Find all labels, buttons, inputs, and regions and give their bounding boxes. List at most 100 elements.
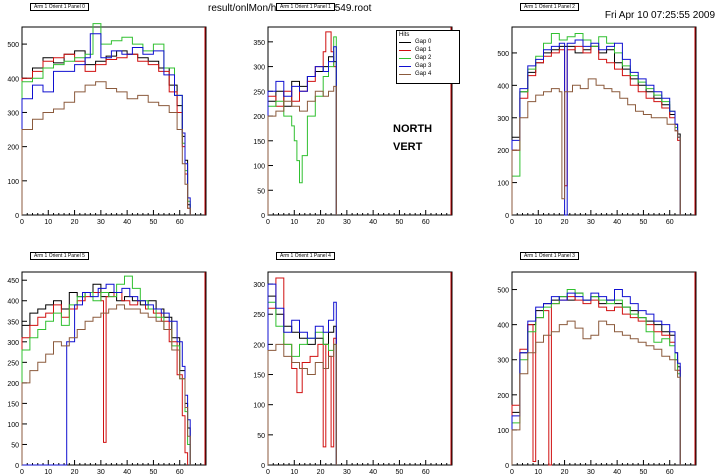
plot-frame [511,271,697,466]
y-tick-label: 200 [253,114,265,121]
legend-label: Gap 3 [415,63,432,69]
histogram-gap-2 [267,301,337,465]
histogram-gap-4 [21,81,191,215]
y-tick-label: 500 [497,288,509,295]
y-tick-label: 0 [505,213,509,220]
legend-swatch [399,58,411,59]
y-tick-label: 150 [7,401,19,408]
histogram-gap-0 [21,283,191,465]
panel-1: 0 50 100 150 200 250 300 350 0 10 20 30 40 50 60 [253,26,453,226]
y-tick-label: 200 [7,381,19,388]
panel-0: 0 100 200 300 400 500 0 10 20 30 40 50 60 [7,23,207,226]
y-tick-label: 200 [497,148,509,155]
x-tick-label: 50 [640,219,648,226]
panel-title-1: Arm 1 Orient 1 Panel 1 [276,3,335,11]
x-tick-label: 60 [422,469,430,474]
histogram-gap-3 [511,39,681,216]
legend-swatch [399,66,411,67]
y-tick-label: 400 [497,323,509,330]
histogram-gap-2 [21,23,191,215]
legend-item: Gap 0 [399,39,457,46]
y-tick-label: 0 [15,213,19,220]
histogram-gap-2 [267,36,337,215]
histogram-gap-3 [267,283,337,465]
legend-label: Gap 0 [415,39,432,45]
legend: Hits Gap 0 Gap 1 Gap 2 Gap 3 Gap 4 [396,30,460,84]
legend-swatch [399,42,411,43]
x-tick-label: 60 [422,219,430,226]
x-tick-label: 50 [396,469,404,474]
y-tick-label: 100 [497,181,509,188]
x-tick-label: 10 [44,219,52,226]
x-tick-label: 30 [587,219,595,226]
x-tick-label: 10 [44,469,52,474]
y-tick-label: 200 [7,145,19,152]
x-tick-label: 10 [534,219,542,226]
panel-3: 0 50 100 150 200 250 300 350 400 450 0 10 20 30 40 50 60 [7,271,207,474]
y-tick-label: 350 [253,40,265,47]
x-tick-label: 30 [97,219,105,226]
y-tick-label: 400 [7,76,19,83]
x-tick-label: 20 [71,469,79,474]
x-tick-label: 50 [640,469,648,474]
y-tick-label: 450 [7,278,19,285]
x-tick-label: 20 [317,219,325,226]
legend-swatch [399,50,411,51]
histogram-gap-0 [511,292,681,465]
legend-label: Gap 4 [415,71,432,77]
y-tick-label: 250 [253,89,265,96]
y-tick-label: 150 [253,139,265,146]
x-tick-label: 60 [176,469,184,474]
x-tick-label: 20 [71,219,79,226]
x-tick-label: 50 [396,219,404,226]
histogram-gap-0 [267,56,337,215]
panel-4: 0 50 100 150 200 250 300 0 10 20 30 40 50 60 [253,271,453,474]
legend-item: Gap 4 [399,71,457,78]
histogram-gap-1 [267,277,337,465]
histogram-gap-3 [511,289,681,465]
y-tick-label: 100 [7,179,19,186]
panel-title-0: Arm 1 Orient 1 Panel 0 [30,3,89,11]
x-tick-label: 60 [666,219,674,226]
histogram-gap-3 [267,46,337,215]
histogram-gap-0 [21,50,191,215]
y-tick-label: 300 [253,65,265,72]
y-tick-label: 100 [253,164,265,171]
panel-2: 0 100 200 300 400 500 0 10 20 30 40 50 60 [497,26,697,226]
histogram-gap-4 [511,320,681,465]
x-tick-label: 10 [290,469,298,474]
y-tick-label: 400 [7,299,19,306]
y-tick-label: 0 [261,213,265,220]
y-tick-label: 50 [257,188,265,195]
histogram-gap-4 [511,78,681,215]
plot-frame [511,26,697,216]
x-tick-label: 0 [266,219,270,226]
y-tick-label: 0 [15,463,19,470]
panel-5: 0 100 200 300 400 500 0 10 20 30 40 50 60 [497,271,697,474]
plot-frame [21,271,207,466]
histogram-gap-1 [267,31,337,215]
histogram-gap-4 [21,304,191,465]
x-tick-label: 0 [510,469,514,474]
y-tick-label: 300 [7,340,19,347]
legend-item: Gap 3 [399,63,457,70]
x-tick-label: 50 [150,469,158,474]
x-tick-label: 30 [97,469,105,474]
x-tick-label: 30 [343,219,351,226]
y-tick-label: 50 [257,433,265,440]
y-tick-label: 100 [497,428,509,435]
histogram-gap-3 [21,33,191,215]
x-tick-label: 30 [587,469,595,474]
y-tick-label: 500 [7,42,19,49]
x-tick-label: 40 [613,469,621,474]
panel-title-5: Arm 1 Orient 1 Panel 5 [30,252,89,260]
x-tick-label: 30 [343,469,351,474]
annotation-vert: VERT [393,141,423,153]
y-tick-label: 150 [253,373,265,380]
y-tick-label: 250 [253,312,265,319]
y-tick-label: 0 [261,463,265,470]
y-tick-label: 300 [497,358,509,365]
x-tick-label: 50 [150,219,158,226]
x-tick-label: 0 [20,219,24,226]
